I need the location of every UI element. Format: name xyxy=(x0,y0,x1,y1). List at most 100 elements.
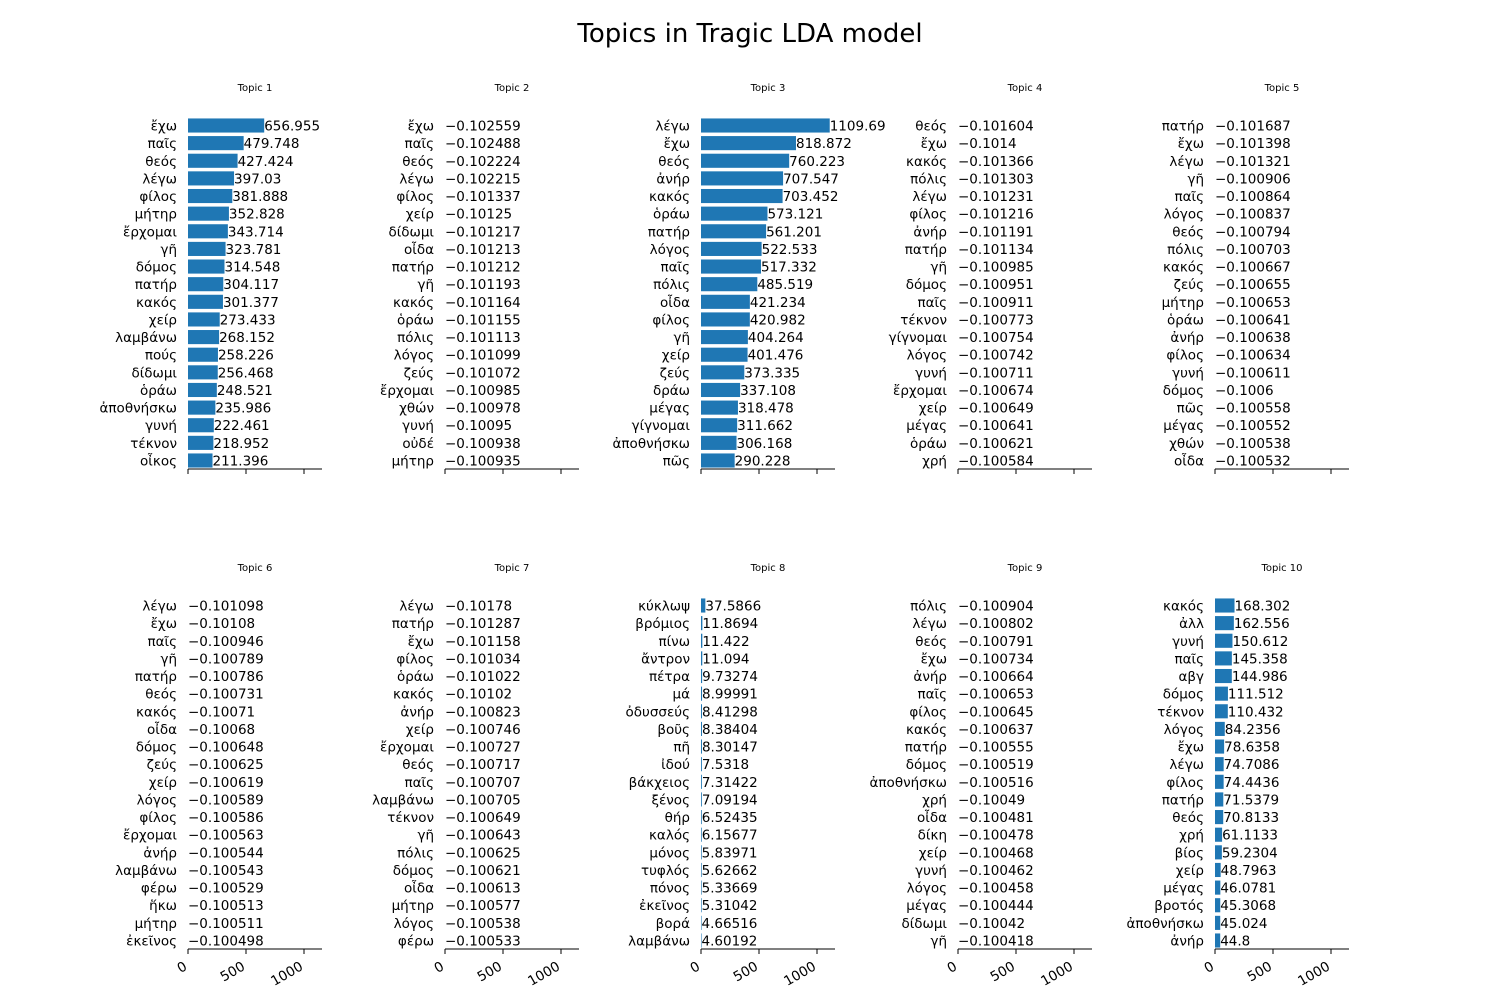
value-label: 7.31422 xyxy=(702,775,758,791)
value-label: 256.468 xyxy=(218,365,274,381)
value-label: 427.424 xyxy=(238,154,294,170)
bar xyxy=(1215,633,1233,648)
value-label: −0.100641 xyxy=(958,418,1034,434)
panel-title: Topic 2 xyxy=(494,83,530,94)
category-label: λέγω xyxy=(399,599,434,615)
category-label: πατήρ xyxy=(392,260,434,276)
category-label: πατήρ xyxy=(648,224,690,240)
value-label: −0.100613 xyxy=(445,881,521,897)
category-label: χείρ xyxy=(406,722,434,738)
category-label: κακός xyxy=(649,189,690,205)
category-label: πῶς xyxy=(1177,401,1204,417)
category-label: φίλος xyxy=(139,189,177,205)
value-label: −0.101337 xyxy=(445,189,521,205)
bar xyxy=(188,365,218,380)
panel-title: Topic 6 xyxy=(237,563,273,574)
value-label: 352.828 xyxy=(229,207,285,223)
value-label: −0.100641 xyxy=(1215,312,1291,328)
value-label: −0.101191 xyxy=(958,224,1034,240)
bar xyxy=(701,418,738,433)
value-label: −0.100789 xyxy=(188,651,264,667)
value-label: 304.117 xyxy=(223,277,279,293)
value-label: −0.100638 xyxy=(1215,330,1291,346)
value-label: 144.986 xyxy=(1232,669,1288,685)
category-label: κακός xyxy=(1163,599,1204,615)
category-label: ἔχω xyxy=(921,651,947,667)
value-label: −0.100985 xyxy=(958,260,1034,276)
value-label: −0.101212 xyxy=(445,260,521,276)
panel-title: Topic 3 xyxy=(750,83,786,94)
category-label: χρή xyxy=(1179,828,1204,844)
category-label: γυνή xyxy=(915,863,947,879)
bar xyxy=(701,136,796,151)
panel-title: Topic 10 xyxy=(1260,563,1302,574)
value-label: 162.556 xyxy=(1234,616,1290,632)
bar xyxy=(701,206,768,221)
category-label: χείρ xyxy=(1176,863,1204,879)
category-label: δίδωμι xyxy=(131,365,177,381)
bar xyxy=(188,153,238,168)
bar xyxy=(188,294,223,309)
x-tick-label: 500 xyxy=(218,959,248,986)
value-label: −0.100717 xyxy=(445,757,521,773)
value-label: 373.335 xyxy=(744,365,800,381)
category-label: χείρ xyxy=(919,401,947,417)
panel-topic-6: Topic 6 −0.101098 λέγω −0.10108 ἔχω −0.100946… xyxy=(115,563,322,990)
value-label: −0.102215 xyxy=(445,171,521,187)
bar xyxy=(188,347,218,362)
value-label: −0.100533 xyxy=(445,934,521,950)
value-label: −0.100664 xyxy=(958,669,1034,685)
value-label: −0.102488 xyxy=(445,136,521,152)
bar xyxy=(701,933,702,948)
value-label: 110.432 xyxy=(1228,704,1284,720)
bar xyxy=(701,686,703,701)
value-label: 218.952 xyxy=(213,436,269,452)
category-label: δόμος xyxy=(906,757,947,773)
value-label: −0.10049 xyxy=(958,792,1025,808)
category-label: βροτός xyxy=(1154,898,1204,914)
bar xyxy=(188,188,233,204)
category-label: χείρ xyxy=(149,312,177,328)
value-label: 8.99991 xyxy=(702,687,758,703)
value-label: 561.201 xyxy=(766,224,822,240)
value-label: −0.101022 xyxy=(445,669,521,685)
value-label: 258.226 xyxy=(218,348,274,364)
panel-title: Topic 8 xyxy=(750,563,786,574)
value-label: −0.100468 xyxy=(958,845,1034,861)
bar xyxy=(701,382,741,398)
value-label: 11.8694 xyxy=(702,616,758,632)
value-label: −0.100555 xyxy=(958,740,1034,756)
value-label: −0.1014 xyxy=(958,136,1017,152)
value-label: 59.2304 xyxy=(1222,845,1278,861)
x-tick-label: 500 xyxy=(731,959,761,986)
bar xyxy=(188,259,225,274)
value-label: 45.024 xyxy=(1220,916,1267,932)
bar xyxy=(701,668,703,684)
x-tick-label: 1000 xyxy=(525,959,563,990)
category-label: γῆ xyxy=(160,242,177,258)
x-tick-label: 1000 xyxy=(781,959,819,990)
value-label: −0.10068 xyxy=(188,722,255,738)
bar xyxy=(701,616,703,631)
category-label: πόλις xyxy=(1167,242,1204,258)
value-label: −0.100904 xyxy=(958,599,1034,615)
value-label: −0.10042 xyxy=(958,916,1025,932)
category-label: πατήρ xyxy=(905,740,947,756)
value-label: 7.5318 xyxy=(702,757,749,773)
value-label: −0.100519 xyxy=(958,757,1034,773)
category-label: τέκνον xyxy=(130,436,177,452)
value-label: −0.101398 xyxy=(1215,136,1291,152)
category-label: ἔρχομαι xyxy=(123,224,177,240)
value-label: 420.982 xyxy=(750,312,806,328)
value-label: −0.100674 xyxy=(958,383,1034,399)
value-label: −0.100532 xyxy=(1215,454,1291,470)
category-label: δράω xyxy=(653,383,690,399)
value-label: 8.41298 xyxy=(702,704,758,720)
value-label: −0.100935 xyxy=(445,454,521,470)
bar xyxy=(701,845,702,860)
bar xyxy=(701,651,703,666)
value-label: −0.101098 xyxy=(188,599,264,615)
value-label: −0.100645 xyxy=(958,704,1034,720)
value-label: −0.101287 xyxy=(445,616,521,632)
value-label: −0.100938 xyxy=(445,436,521,452)
